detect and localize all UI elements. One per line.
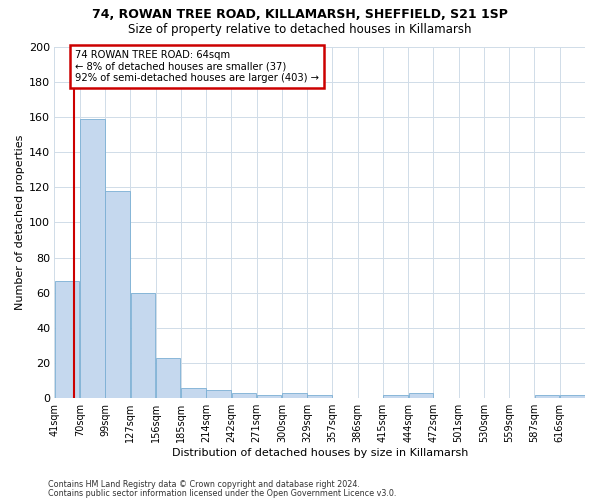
X-axis label: Distribution of detached houses by size in Killamarsh: Distribution of detached houses by size … (172, 448, 468, 458)
Bar (156, 358, 181, 399)
Text: Size of property relative to detached houses in Killamarsh: Size of property relative to detached ho… (128, 22, 472, 36)
Bar (106, 191, 130, 398)
Bar (535, 395, 559, 398)
Text: 74, ROWAN TREE ROAD, KILLAMARSH, SHEFFIELD, S21 1SP: 74, ROWAN TREE ROAD, KILLAMARSH, SHEFFIE… (92, 8, 508, 20)
Bar (282, 393, 307, 398)
Bar (181, 388, 206, 398)
Bar (307, 395, 332, 398)
Bar (232, 393, 256, 398)
Bar (55, 280, 79, 398)
Text: Contains HM Land Registry data © Crown copyright and database right 2024.: Contains HM Land Registry data © Crown c… (48, 480, 360, 489)
Bar (131, 293, 155, 399)
Bar (409, 393, 433, 398)
Text: Contains public sector information licensed under the Open Government Licence v3: Contains public sector information licen… (48, 488, 397, 498)
Bar (257, 395, 281, 398)
Bar (560, 395, 584, 398)
Text: 74 ROWAN TREE ROAD: 64sqm
← 8% of detached houses are smaller (37)
92% of semi-d: 74 ROWAN TREE ROAD: 64sqm ← 8% of detach… (76, 50, 319, 83)
Bar (383, 395, 408, 398)
Bar (206, 390, 231, 398)
Bar (80, 118, 104, 398)
Y-axis label: Number of detached properties: Number of detached properties (15, 135, 25, 310)
